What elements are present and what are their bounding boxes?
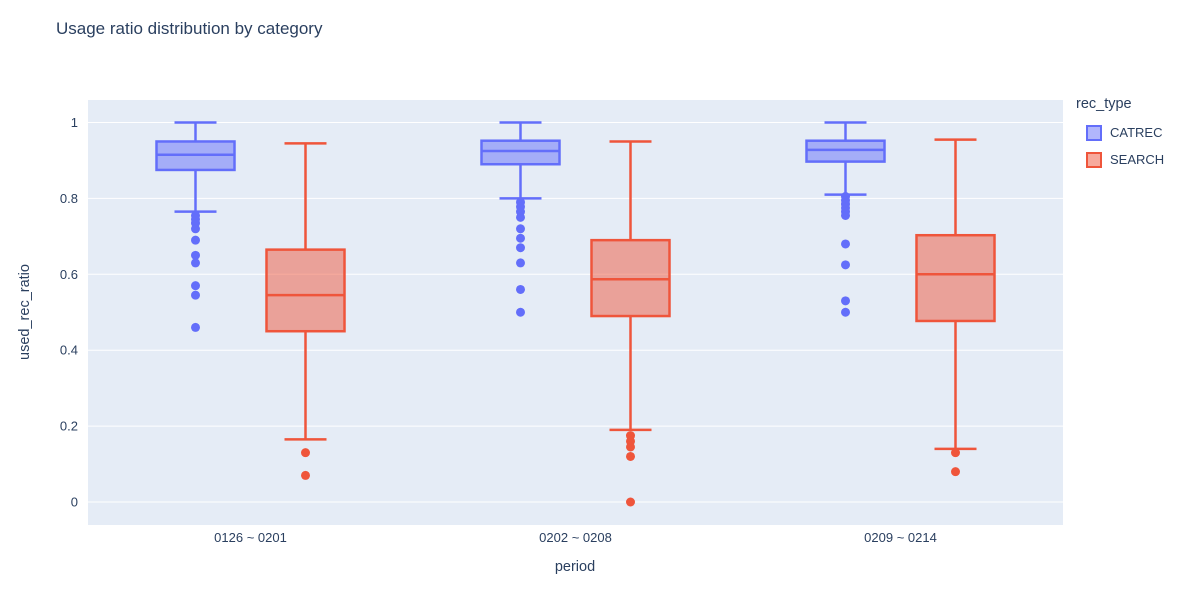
outlier-dot-search-0 bbox=[301, 470, 310, 480]
outlier-dot-catrec-2 bbox=[841, 296, 850, 306]
outlier-dot-catrec-1 bbox=[516, 224, 525, 234]
chart-title: Usage ratio distribution by category bbox=[56, 19, 323, 38]
y-axis-title: used_rec_ratio bbox=[17, 264, 33, 360]
outlier-dot-catrec-0 bbox=[191, 250, 200, 260]
legend-swatch-search bbox=[1086, 151, 1102, 168]
legend: rec_type CATREC SEARCH bbox=[1076, 96, 1164, 173]
legend-item-catrec[interactable]: CATREC bbox=[1076, 119, 1164, 146]
outlier-dot-catrec-0 bbox=[191, 258, 200, 268]
outlier-dot-catrec-0 bbox=[191, 281, 200, 291]
x-tick-label: 0209 ~ 0214 bbox=[864, 530, 937, 545]
legend-title: rec_type bbox=[1076, 96, 1132, 112]
outlier-dot-catrec-1 bbox=[516, 307, 525, 317]
y-tick-label: 0.2 bbox=[60, 419, 78, 434]
outlier-dot-catrec-1 bbox=[516, 243, 525, 253]
legend-item-search[interactable]: SEARCH bbox=[1076, 146, 1164, 173]
outlier-dot-search-1 bbox=[626, 451, 635, 461]
outlier-dot-catrec-0 bbox=[191, 290, 200, 300]
outlier-dot-search-0 bbox=[301, 448, 310, 458]
outlier-dot-search-2 bbox=[951, 448, 960, 458]
outlier-dot-catrec-2 bbox=[841, 210, 850, 220]
outlier-dot-catrec-1 bbox=[516, 233, 525, 243]
legend-label: CATREC bbox=[1110, 125, 1163, 140]
x-axis-title: period bbox=[554, 559, 596, 575]
outlier-dot-catrec-1 bbox=[516, 258, 525, 268]
y-tick-label: 1 bbox=[71, 115, 78, 130]
outlier-dot-catrec-2 bbox=[841, 239, 850, 249]
outlier-dot-catrec-1 bbox=[516, 284, 525, 294]
outlier-dot-search-2 bbox=[951, 467, 960, 477]
box-search-2 bbox=[915, 233, 996, 323]
legend-label: SEARCH bbox=[1110, 152, 1165, 167]
legend-items: CATREC SEARCH bbox=[1076, 119, 1164, 173]
outlier-dot-catrec-2 bbox=[841, 260, 850, 270]
outlier-dot-catrec-0 bbox=[191, 322, 200, 332]
y-tick-label: 0.6 bbox=[60, 267, 78, 282]
y-tick-label: 0.4 bbox=[60, 343, 78, 358]
box-catrec-2 bbox=[805, 139, 886, 163]
x-tick-label: 0202 ~ 0208 bbox=[539, 530, 612, 545]
outlier-dot-catrec-1 bbox=[516, 212, 525, 222]
y-tick-label: 0 bbox=[71, 495, 78, 510]
plot-background bbox=[88, 100, 1063, 525]
box-search-0 bbox=[265, 248, 346, 333]
outlier-dot-search-1 bbox=[626, 497, 635, 507]
outlier-dot-search-1 bbox=[626, 442, 635, 452]
outlier-dot-catrec-2 bbox=[841, 307, 850, 317]
legend-swatch-catrec bbox=[1086, 124, 1102, 141]
y-tick-label: 0.8 bbox=[60, 191, 78, 206]
x-tick-label: 0126 ~ 0201 bbox=[214, 530, 287, 545]
outlier-dot-catrec-0 bbox=[191, 235, 200, 245]
box-catrec-1 bbox=[480, 139, 561, 166]
outlier-dot-catrec-0 bbox=[191, 224, 200, 234]
